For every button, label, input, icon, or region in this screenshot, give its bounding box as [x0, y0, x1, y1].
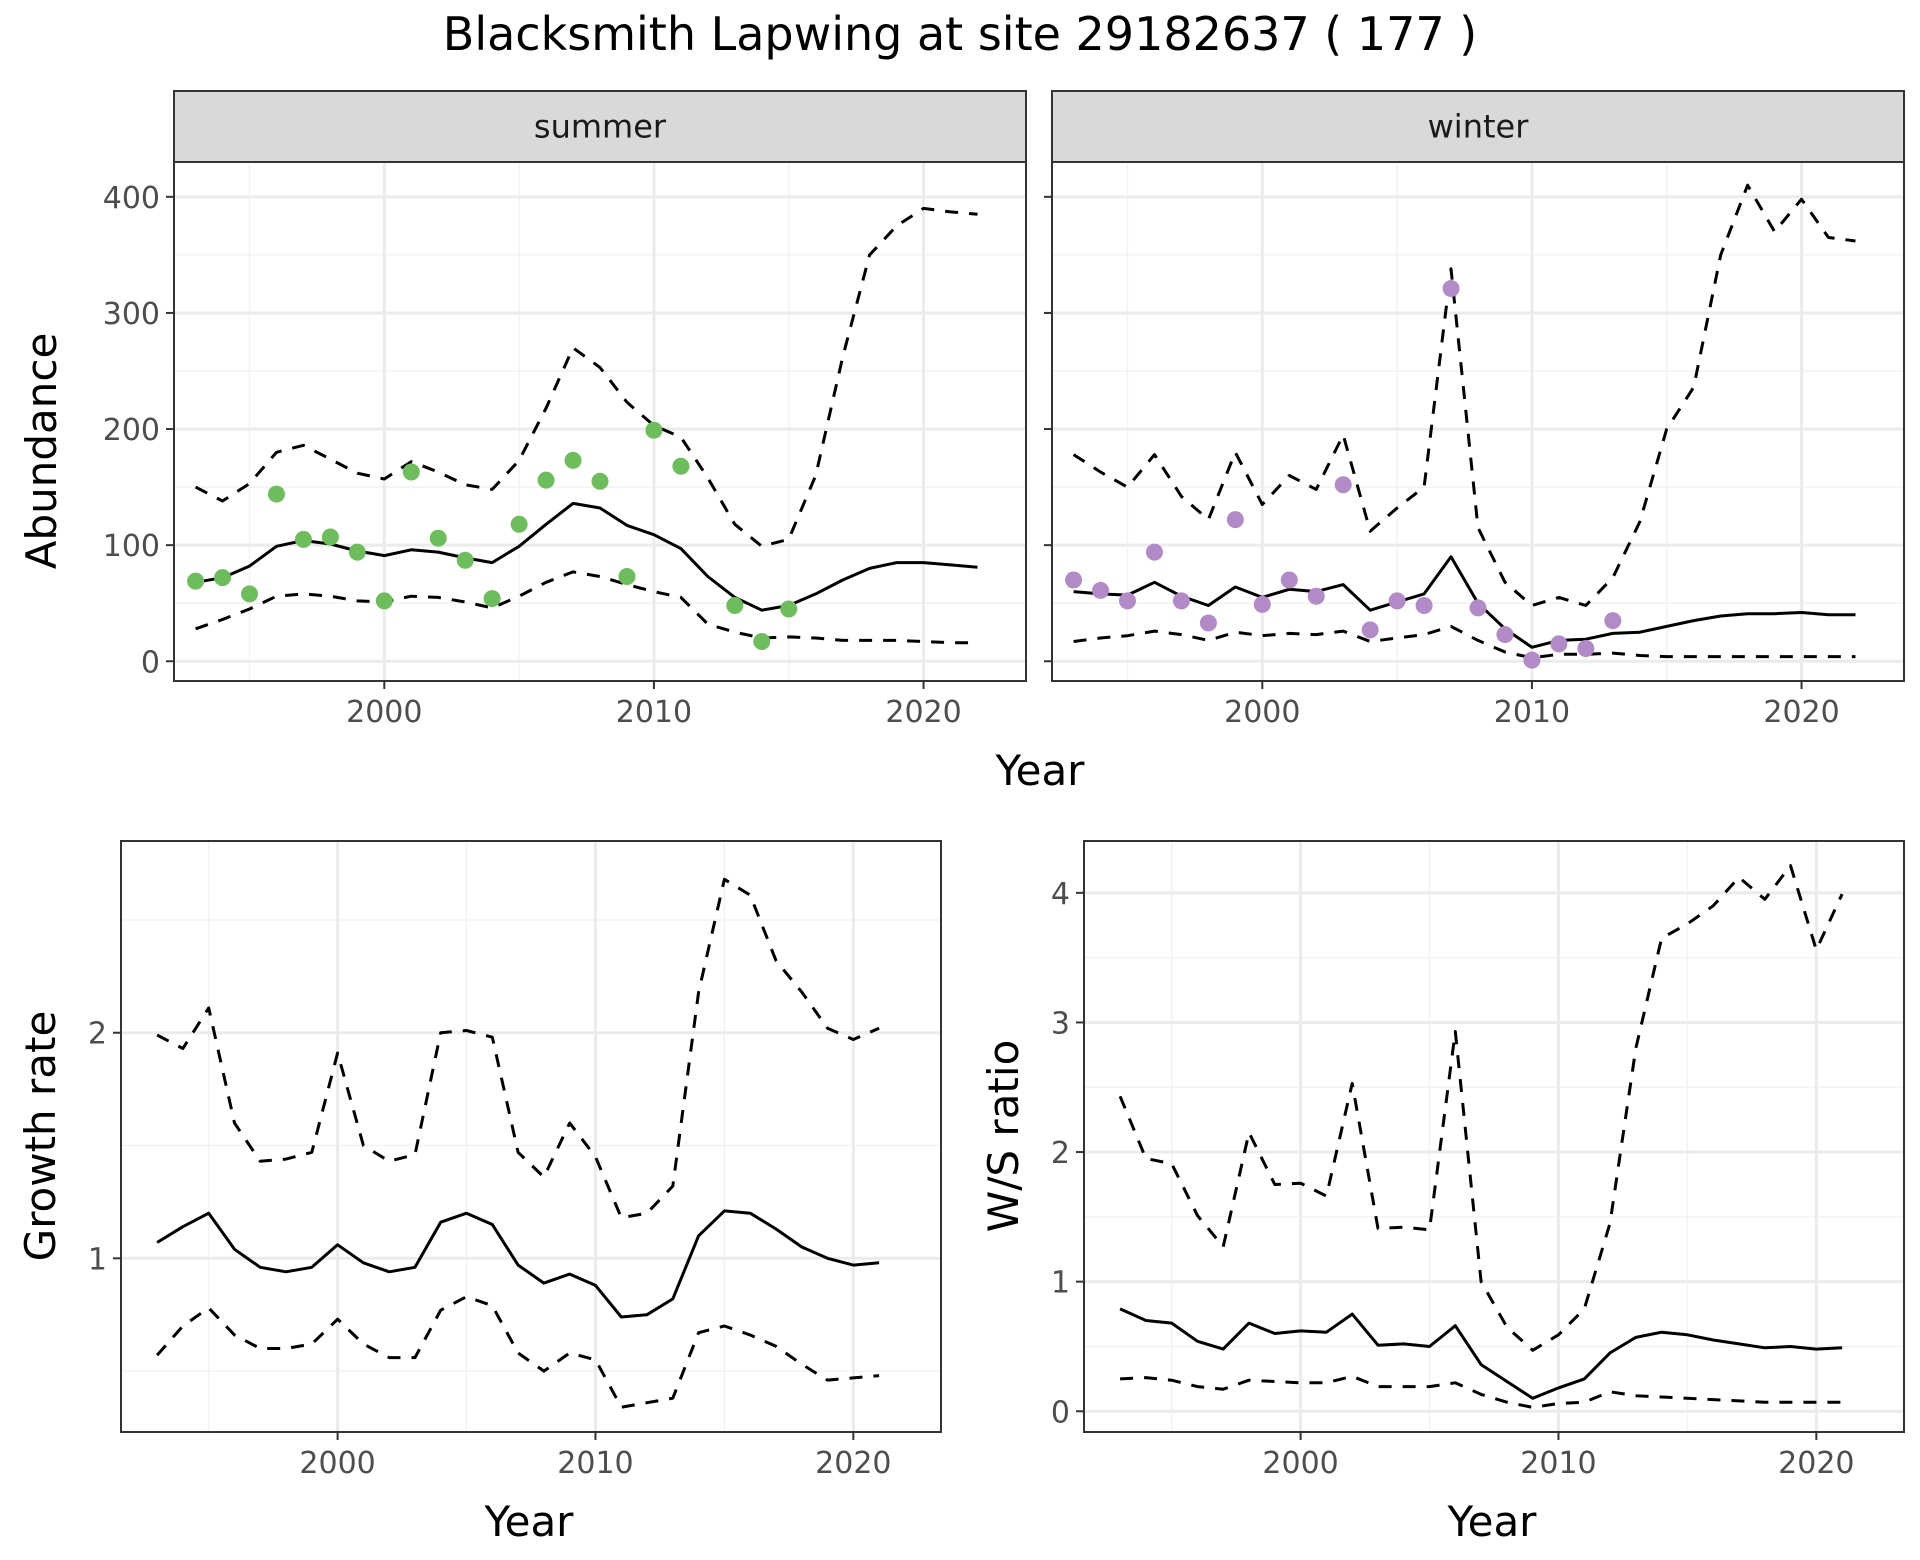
y-tick-label: 300	[103, 297, 160, 332]
series-upper-line	[194, 206, 978, 548]
panel-1: winter 2000 2010 2020	[1044, 90, 1905, 730]
data-point	[618, 568, 636, 586]
panel-3: 2000 2010 2020 0 1 2 3 4 Year W/S ratio	[979, 840, 1905, 1546]
y-tick-label: 4	[1051, 877, 1070, 912]
data-point	[267, 485, 285, 503]
facet-strip	[1051, 90, 1905, 163]
x-tick-label: 2000	[1224, 695, 1300, 730]
data-point	[483, 590, 501, 608]
series-lower-line	[155, 1295, 880, 1409]
y-tick-label: 2	[1051, 1136, 1070, 1171]
y-tick-label: 0	[1051, 1395, 1070, 1430]
data-point	[402, 463, 420, 481]
data-point	[1280, 571, 1298, 589]
data-point	[1415, 597, 1433, 615]
data-point	[672, 457, 690, 475]
data-point	[1388, 592, 1406, 610]
x-tick-label: 2000	[346, 695, 422, 730]
x-tick-label: 2020	[1763, 695, 1839, 730]
facet-strip-label: summer	[534, 108, 667, 146]
series-lower-line	[1120, 1374, 1843, 1409]
data-point	[564, 451, 582, 469]
data-point	[591, 472, 609, 490]
x-tick-label: 2000	[299, 1446, 375, 1481]
data-point	[214, 569, 232, 587]
x-tick-label: 2020	[1778, 1446, 1854, 1481]
x-tick-label: 2010	[557, 1446, 633, 1481]
data-point	[645, 421, 663, 439]
data-point	[1550, 635, 1568, 653]
data-point	[1199, 614, 1217, 632]
data-point	[1307, 587, 1325, 605]
x-tick-label: 2010	[1494, 695, 1570, 730]
panel-0: summer 2000 2010 2020 0 100 200 300 400	[103, 90, 1027, 730]
series-estimate-line	[156, 1209, 880, 1319]
data-point	[294, 530, 312, 548]
data-point	[429, 529, 447, 547]
data-point	[321, 528, 339, 546]
facet-strip	[173, 90, 1027, 163]
series-upper-line	[156, 877, 880, 1220]
y-tick-label: 3	[1051, 1006, 1070, 1041]
data-point	[1253, 595, 1271, 613]
y-axis-title: Growth rate	[16, 1011, 65, 1262]
series-estimate-line	[1119, 1307, 1843, 1400]
data-point	[1361, 621, 1379, 639]
data-point	[1226, 511, 1244, 529]
series-estimate-line	[1073, 555, 1856, 649]
panel-border	[1083, 840, 1905, 1433]
panels: summer 2000 2010 2020 0 100 200 300 400 winter 200…	[16, 90, 1905, 1546]
series-lower-line	[195, 570, 978, 645]
facet-strip-label: winter	[1428, 108, 1530, 146]
data-point	[1469, 599, 1487, 617]
y-tick-label: 0	[141, 645, 160, 680]
x-axis-title: Year	[1447, 1497, 1538, 1546]
x-tick-label: 2020	[885, 695, 961, 730]
x-tick-label: 2010	[1520, 1446, 1596, 1481]
data-point	[753, 633, 771, 651]
data-point	[537, 471, 555, 489]
data-point	[348, 543, 366, 561]
data-point	[1118, 592, 1136, 610]
data-point	[1092, 581, 1110, 599]
data-point	[510, 515, 528, 533]
series-upper-line	[1118, 864, 1844, 1352]
x-axis-title: Year	[484, 1497, 575, 1546]
y-tick-label: 1	[88, 1242, 107, 1277]
y-axis-title: W/S ratio	[979, 1040, 1028, 1233]
data-point	[780, 600, 798, 618]
data-point	[187, 572, 205, 590]
series-lower-line	[1073, 624, 1856, 660]
x-tick-label: 2000	[1262, 1446, 1338, 1481]
figure-title: Blacksmith Lapwing at site 29182637 ( 17…	[443, 7, 1477, 61]
data-point	[1496, 626, 1514, 644]
x-tick-label: 2010	[616, 695, 692, 730]
y-tick-label: 100	[103, 529, 160, 564]
data-point	[1172, 592, 1190, 610]
data-point	[1334, 476, 1352, 494]
data-point	[456, 551, 474, 569]
series-upper-line	[1072, 183, 1856, 607]
data-point	[375, 592, 393, 610]
data-point	[1523, 651, 1541, 669]
data-point	[1065, 571, 1083, 589]
panel-border	[120, 840, 942, 1433]
data-point	[240, 585, 258, 603]
x-tick-label: 2020	[815, 1446, 891, 1481]
y-tick-label: 2	[88, 1017, 107, 1052]
data-point	[1442, 280, 1460, 298]
top-x-axis-title: Year	[995, 746, 1086, 795]
y-tick-label: 1	[1051, 1266, 1070, 1301]
panel-2: 2000 2010 2020 1 2 Year Growth rate	[16, 840, 942, 1546]
data-point	[1604, 612, 1622, 630]
data-point	[1577, 639, 1595, 657]
y-tick-label: 400	[103, 181, 160, 216]
data-point	[726, 597, 744, 615]
y-tick-label: 200	[103, 413, 160, 448]
top-y-axis-title: Abundance	[17, 333, 66, 570]
data-point	[1145, 543, 1163, 561]
